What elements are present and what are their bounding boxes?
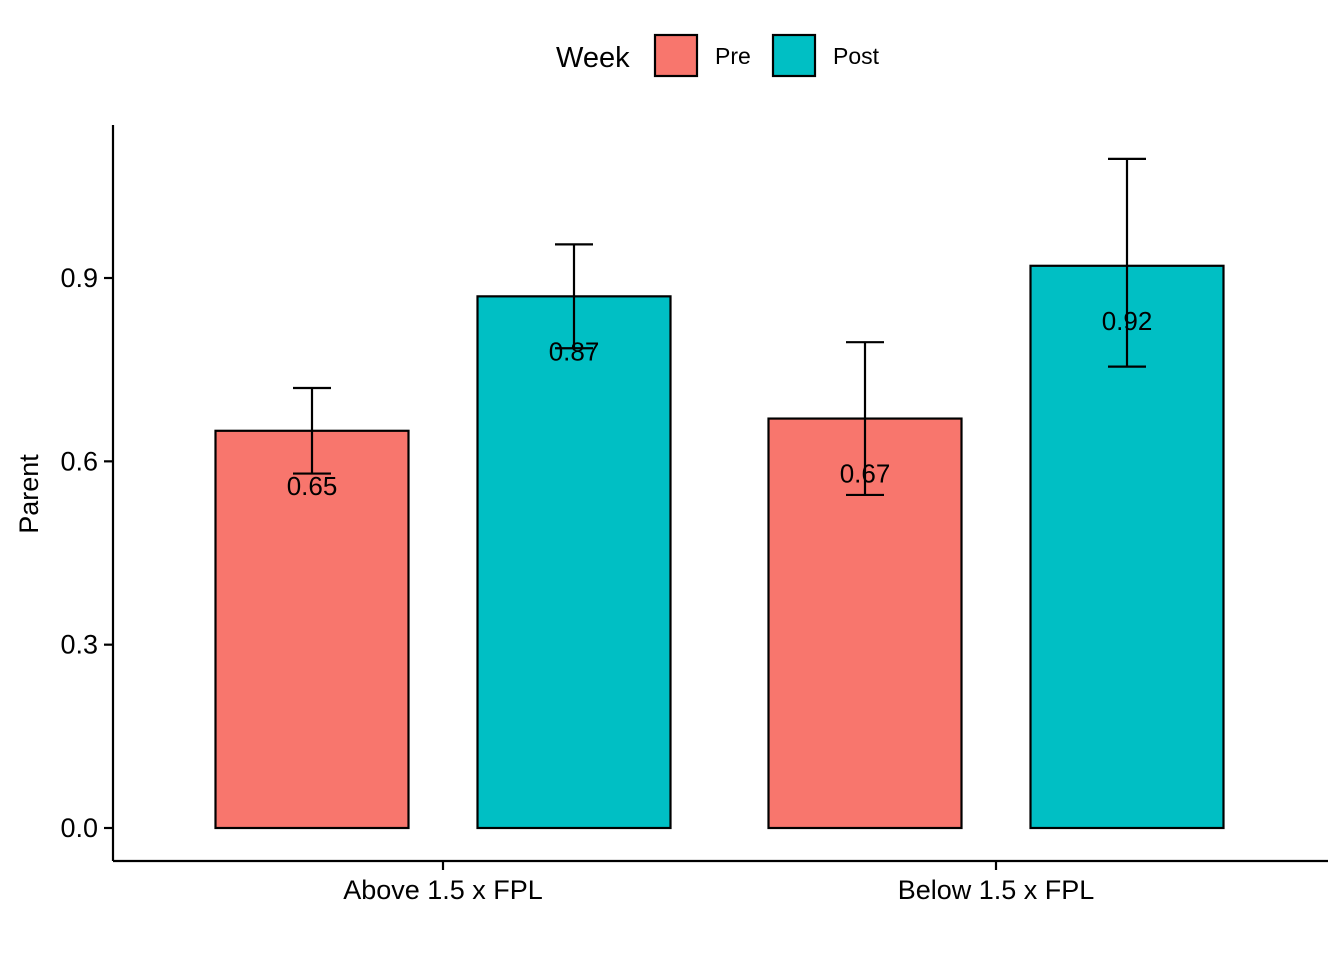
y-axis-title: Parent <box>14 454 44 534</box>
y-tick-label: 0.6 <box>60 446 98 476</box>
data-label: 0.87 <box>549 336 600 366</box>
legend-label: Post <box>833 43 880 69</box>
y-tick-label: 0.0 <box>60 813 98 843</box>
legend-swatch-pre <box>653 33 699 78</box>
legend-label: Pre <box>715 43 751 69</box>
bar-post <box>476 295 672 830</box>
legend-swatch-post <box>771 33 817 78</box>
data-label: 0.92 <box>1102 306 1153 336</box>
legend-item-post: Post <box>771 33 880 78</box>
bar-pre <box>214 429 410 830</box>
error-bar <box>555 243 593 350</box>
error-bar <box>1108 157 1146 368</box>
legend: Week Pre Post <box>556 33 880 78</box>
data-label: 0.65 <box>287 471 338 501</box>
y-tick-label: 0.9 <box>60 263 98 293</box>
legend-title: Week <box>556 42 630 74</box>
y-tick-label: 0.3 <box>60 630 98 660</box>
error-bar <box>293 386 331 475</box>
data-label: 0.67 <box>840 459 891 489</box>
legend-item-pre: Pre <box>653 33 751 78</box>
x-tick-label: Above 1.5 x FPL <box>343 875 543 905</box>
error-bar <box>846 341 884 497</box>
x-tick-label: Below 1.5 x FPL <box>898 875 1095 905</box>
